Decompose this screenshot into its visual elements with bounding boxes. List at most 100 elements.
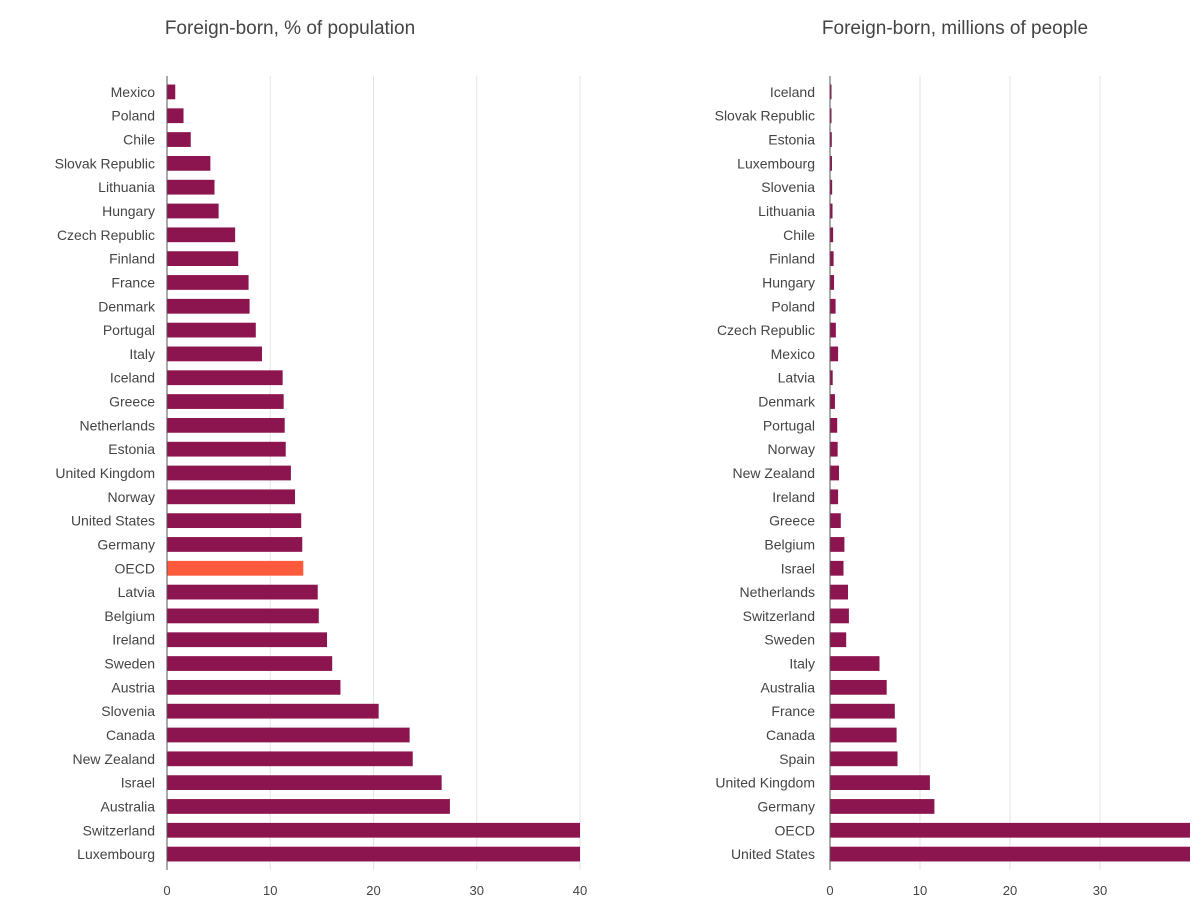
chart-2-bar bbox=[830, 775, 930, 791]
chart-1-bar bbox=[167, 441, 286, 457]
chart-1-category-label: Australia bbox=[101, 798, 156, 814]
chart-1-category-label: Israel bbox=[121, 775, 155, 791]
chart-2-bar bbox=[830, 203, 833, 219]
chart-2-category-label: Belgium bbox=[764, 536, 815, 552]
chart-2-category-label: Australia bbox=[761, 679, 816, 695]
chart-2-bar bbox=[830, 799, 935, 814]
chart-2-category-label: Luxembourg bbox=[737, 155, 815, 171]
chart-1-category-label: Belgium bbox=[104, 608, 155, 624]
chart-1-bar bbox=[167, 251, 239, 267]
chart-1-category-label: Lithuania bbox=[98, 179, 155, 195]
chart-1-bar bbox=[167, 560, 304, 576]
chart-2-bar bbox=[830, 703, 895, 719]
chart-2-category-label: Norway bbox=[768, 441, 815, 457]
chart-1-bar bbox=[167, 584, 318, 600]
chart-2-bar bbox=[830, 465, 839, 481]
chart-1-bar bbox=[167, 465, 291, 481]
chart-2-category-label: New Zealand bbox=[733, 465, 816, 481]
chart-1-bar bbox=[167, 132, 191, 147]
chart-1-tick-label: 20 bbox=[366, 883, 380, 898]
chart-1-bar bbox=[167, 799, 450, 814]
chart-1-category-label: Ireland bbox=[112, 632, 155, 648]
chart-1-category-label: Germany bbox=[97, 536, 155, 552]
chart-2-title: Foreign-born, millions of people bbox=[822, 18, 1088, 39]
chart-1-category-label: France bbox=[111, 274, 155, 290]
chart-1-category-label: OECD bbox=[115, 560, 155, 576]
chart-1-category-label: United Kingdom bbox=[55, 465, 155, 481]
chart-1-category-label: Denmark bbox=[98, 298, 156, 314]
chart-1-category-label: Canada bbox=[106, 727, 155, 743]
chart-1-bar bbox=[167, 179, 215, 195]
chart-2-category-label: Italy bbox=[789, 656, 815, 672]
chart-2-category-label: Finland bbox=[769, 251, 815, 267]
chart-2-bar bbox=[830, 441, 838, 457]
chart-1-bar bbox=[167, 108, 184, 124]
chart-1-category-label: Slovenia bbox=[101, 703, 155, 719]
chart-1-bar bbox=[167, 84, 176, 100]
chart-1-title: Foreign-born, % of population bbox=[165, 18, 415, 39]
chart-1-bar bbox=[167, 513, 302, 529]
chart-1-bar bbox=[167, 537, 303, 552]
chart-1-bar bbox=[167, 394, 284, 409]
chart-1-tick-label: 30 bbox=[470, 883, 484, 898]
chart-1-category-label: Iceland bbox=[110, 370, 155, 386]
chart-1-bar bbox=[167, 489, 296, 505]
chart-2-category-label: Slovenia bbox=[761, 179, 815, 195]
chart-2-category-label: OECD bbox=[775, 822, 815, 838]
chart-2-category-label: Latvia bbox=[778, 370, 816, 386]
chart-1-bar bbox=[167, 155, 211, 171]
chart-2-tick-label: 20 bbox=[1003, 883, 1017, 898]
chart-2-bar bbox=[830, 322, 836, 338]
chart-2-bar bbox=[830, 179, 833, 195]
chart-2-bar bbox=[830, 298, 836, 314]
chart-2-bar bbox=[830, 727, 897, 743]
chart-2-category-label: Hungary bbox=[762, 274, 815, 290]
chart-2-category-label: Ireland bbox=[772, 489, 815, 505]
chart-1-category-label: Netherlands bbox=[80, 417, 156, 433]
chart-1-category-label: Slovak Republic bbox=[55, 155, 155, 171]
chart-1-category-label: Mexico bbox=[111, 84, 156, 100]
chart-2-bar bbox=[830, 560, 844, 576]
chart-2-bar bbox=[830, 346, 839, 362]
chart-1-category-label: Luxembourg bbox=[77, 846, 155, 862]
chart-1-bar bbox=[167, 227, 236, 243]
chart-2-bar bbox=[830, 132, 832, 147]
chart-2-category-label: Lithuania bbox=[758, 203, 815, 219]
chart-2-category-label: France bbox=[771, 703, 815, 719]
chart-2-category-label: United Kingdom bbox=[715, 775, 815, 791]
chart-2-bar bbox=[830, 751, 898, 767]
chart-1-bar bbox=[167, 846, 580, 862]
chart-1-category-label: Italy bbox=[129, 346, 155, 362]
chart-1-category-label: Latvia bbox=[118, 584, 156, 600]
chart-2-bar bbox=[830, 370, 833, 386]
chart-2-bar bbox=[830, 155, 832, 171]
chart-1-bar bbox=[167, 822, 580, 838]
chart-1-category-label: Czech Republic bbox=[57, 227, 155, 243]
chart-2-category-label: Germany bbox=[757, 798, 815, 814]
chart-1-category-label: Norway bbox=[108, 489, 155, 505]
chart-2-category-label: Slovak Republic bbox=[715, 108, 815, 124]
chart-1-category-label: Switzerland bbox=[83, 822, 155, 838]
chart-2-bar bbox=[830, 513, 841, 529]
chart-2-bar bbox=[830, 489, 839, 505]
chart-2-bar bbox=[830, 394, 835, 409]
chart-2-bar bbox=[830, 417, 838, 433]
chart-1-category-label: United States bbox=[71, 513, 155, 529]
chart-2-category-label: Estonia bbox=[768, 132, 815, 148]
chart-2-bar bbox=[830, 251, 834, 267]
chart-2-bar bbox=[830, 608, 849, 624]
chart-2-bar bbox=[830, 108, 832, 124]
chart-1-bar bbox=[167, 275, 249, 290]
chart-2-bar bbox=[830, 584, 848, 600]
chart-2-bar bbox=[830, 656, 880, 671]
chart-2-category-label: Switzerland bbox=[743, 608, 815, 624]
chart-2-bar bbox=[830, 84, 832, 100]
chart-2-category-label: Chile bbox=[783, 227, 815, 243]
chart-1-tick-label: 0 bbox=[163, 883, 170, 898]
chart-1-bar bbox=[167, 775, 442, 791]
chart-2-category-label: Poland bbox=[771, 298, 815, 314]
chart-1-bar bbox=[167, 632, 328, 648]
chart-2-tick-label: 10 bbox=[913, 883, 927, 898]
chart-2-tick-label: 0 bbox=[826, 883, 833, 898]
